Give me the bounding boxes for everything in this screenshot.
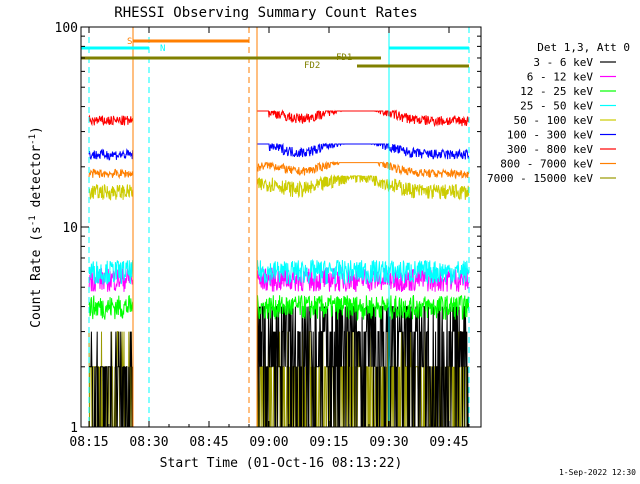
series-3-6keV-line (89, 306, 469, 427)
legend-title: Det 1,3, Att 0 (537, 41, 630, 54)
x-tick-label: 09:00 (249, 435, 288, 450)
plot-area: S N FD1 FD2 (81, 27, 470, 427)
legend-label: 25 - 50 keV (520, 100, 593, 113)
x-tick-label: 08:15 (69, 435, 108, 450)
x-tick-label: 09:15 (309, 435, 348, 450)
legend-label: 300 - 800 keV (507, 143, 593, 156)
legend-label: 3 - 6 keV (533, 56, 593, 69)
y-axis-label-end: ) (29, 126, 44, 134)
flag-label-s: S (127, 37, 132, 47)
x-tick-label: 09:30 (369, 435, 408, 450)
y-axis-label-main: Count Rate (s (29, 226, 44, 328)
legend-label: 50 - 100 keV (514, 114, 594, 127)
x-axis-label: Start Time (01-Oct-16 08:13:22) (160, 456, 403, 471)
x-tick-label: 08:30 (129, 435, 168, 450)
series-300-800keV-line (88, 109, 470, 128)
flag-label-fd1: FD1 (336, 53, 352, 63)
x-tick-label: 09:45 (429, 435, 468, 450)
y-tick-label: 10 (62, 221, 78, 236)
legend-label: 800 - 7000 keV (500, 158, 593, 171)
flag-label-n: N (160, 44, 165, 54)
footer-timestamp: 1-Sep-2022 12:30 (559, 468, 636, 477)
flag-label-fd2: FD2 (304, 61, 320, 71)
y-axis-label-exp2: -1 (28, 134, 38, 145)
y-axis-label: Count Rate (s-1 detector-1) (28, 126, 44, 328)
x-tick-label: 08:45 (189, 435, 228, 450)
y-axis: 1 10 100 (55, 21, 481, 436)
y-tick-label: 100 (55, 21, 78, 36)
legend-label: 100 - 300 keV (507, 129, 593, 142)
series-12-25keV-line (88, 294, 470, 322)
y-tick-label: 1 (70, 421, 78, 436)
y-axis-label-exp1: -1 (28, 215, 38, 226)
legend-label: 6 - 12 keV (527, 71, 594, 84)
chart-title: RHESSI Observing Summary Count Rates (114, 5, 417, 21)
legend-label: 12 - 25 keV (520, 85, 593, 98)
series-50-100keV-line (88, 174, 470, 201)
series-100-300keV-line (88, 142, 470, 161)
series-25-50keV-line (88, 258, 470, 285)
series-800-7000keV-line (88, 160, 470, 180)
legend-label: 7000 - 15000 keV (487, 172, 593, 185)
x-axis: 08:15 08:30 08:45 09:00 09:15 09:30 09:45 (69, 27, 470, 450)
y-axis-label-mid: detector (29, 145, 44, 216)
